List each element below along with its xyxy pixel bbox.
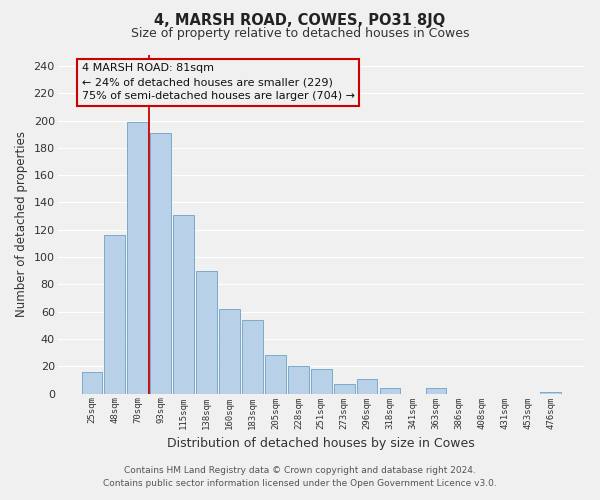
- Bar: [173, 215, 194, 394]
- Bar: [104, 235, 125, 394]
- Bar: [334, 384, 355, 394]
- Text: Contains HM Land Registry data © Crown copyright and database right 2024.
Contai: Contains HM Land Registry data © Crown c…: [103, 466, 497, 487]
- Bar: [127, 122, 148, 394]
- Bar: [196, 270, 217, 394]
- Bar: [288, 366, 308, 394]
- Bar: [541, 392, 561, 394]
- Bar: [425, 388, 446, 394]
- X-axis label: Distribution of detached houses by size in Cowes: Distribution of detached houses by size …: [167, 437, 475, 450]
- Bar: [380, 388, 400, 394]
- Text: Size of property relative to detached houses in Cowes: Size of property relative to detached ho…: [131, 28, 469, 40]
- Bar: [151, 133, 171, 394]
- Bar: [357, 378, 377, 394]
- Text: 4 MARSH ROAD: 81sqm
← 24% of detached houses are smaller (229)
75% of semi-detac: 4 MARSH ROAD: 81sqm ← 24% of detached ho…: [82, 63, 355, 101]
- Bar: [311, 369, 332, 394]
- Text: 4, MARSH ROAD, COWES, PO31 8JQ: 4, MARSH ROAD, COWES, PO31 8JQ: [154, 12, 446, 28]
- Bar: [82, 372, 102, 394]
- Bar: [265, 356, 286, 394]
- Bar: [242, 320, 263, 394]
- Bar: [219, 309, 240, 394]
- Y-axis label: Number of detached properties: Number of detached properties: [15, 132, 28, 318]
